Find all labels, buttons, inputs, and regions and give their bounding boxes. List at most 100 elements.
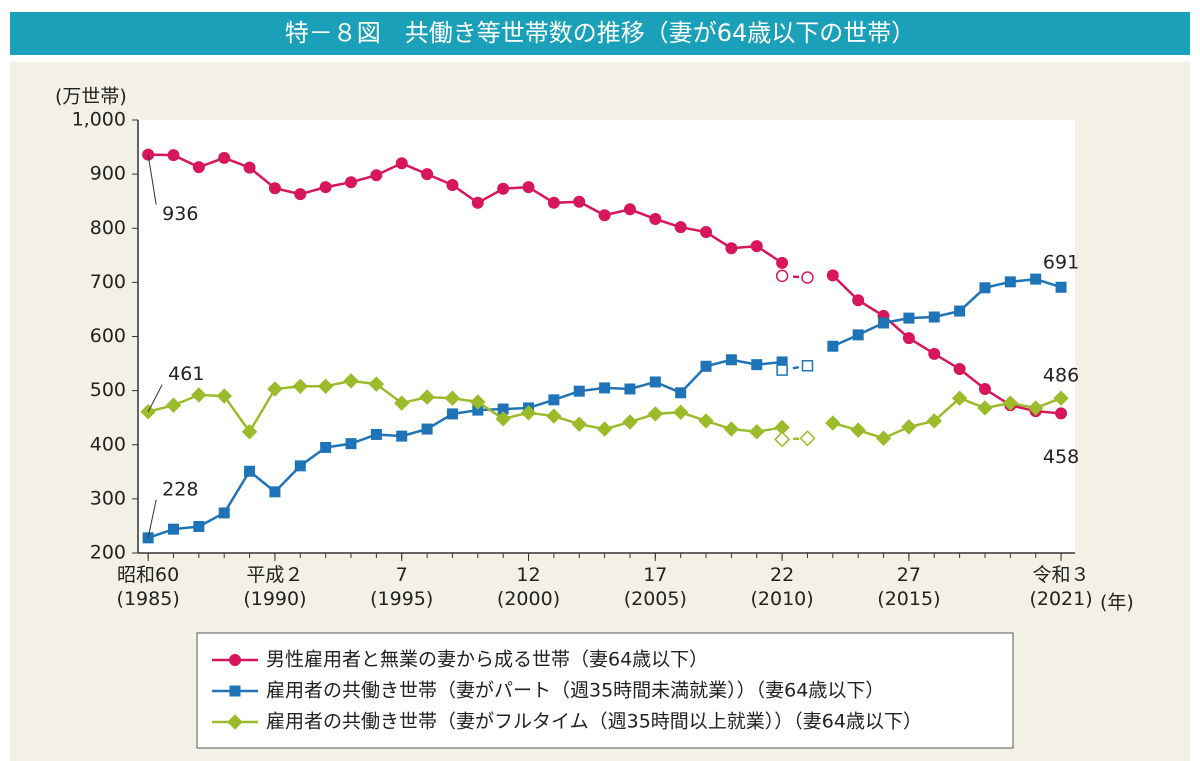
marker xyxy=(776,256,789,269)
marker xyxy=(446,408,458,420)
marker xyxy=(395,157,408,170)
marker xyxy=(928,311,940,323)
marker xyxy=(852,329,864,341)
marker xyxy=(852,294,865,307)
marker xyxy=(345,438,357,450)
marker xyxy=(799,430,816,447)
marker xyxy=(928,347,941,360)
legend-label: 男性雇用者と無業の妻から成る世帯（妻64歳以下） xyxy=(266,649,708,671)
y-tick-label: 900 xyxy=(90,163,126,185)
data-label: 458 xyxy=(1043,446,1079,468)
marker xyxy=(903,312,915,324)
marker xyxy=(218,151,231,164)
marker xyxy=(979,282,991,294)
marker xyxy=(723,421,740,437)
marker xyxy=(698,413,714,429)
marker xyxy=(599,382,611,394)
marker xyxy=(1055,281,1067,293)
marker xyxy=(951,390,968,406)
marker xyxy=(320,441,332,453)
marker xyxy=(1027,400,1044,416)
marker xyxy=(394,395,410,411)
marker xyxy=(953,362,966,375)
y-tick-label: 500 xyxy=(90,379,126,401)
marker xyxy=(294,188,307,201)
marker xyxy=(421,423,433,435)
marker xyxy=(978,383,991,396)
marker xyxy=(548,394,560,406)
chart-title: 特－８図 共働き等世帯数の推移（妻が64歳以下の世帯） xyxy=(285,19,916,47)
legend xyxy=(196,632,1014,749)
marker xyxy=(902,332,915,345)
leader-line xyxy=(147,154,157,205)
marker xyxy=(419,389,435,405)
marker xyxy=(801,359,814,372)
data-label: 936 xyxy=(162,203,198,225)
marker xyxy=(700,360,712,372)
x-tick-label: 7 (1995) xyxy=(370,564,434,610)
marker xyxy=(167,149,180,162)
marker xyxy=(1053,390,1069,406)
marker xyxy=(317,378,334,395)
marker xyxy=(370,169,383,182)
leader-line xyxy=(147,499,157,538)
y-tick-label: 400 xyxy=(90,433,126,455)
marker xyxy=(825,415,841,431)
marker xyxy=(471,196,484,209)
marker xyxy=(292,378,309,395)
x-tick-label: 令和３ (2021) xyxy=(1029,564,1093,610)
y-tick-label: 300 xyxy=(90,487,126,509)
marker xyxy=(775,269,789,283)
marker xyxy=(216,388,232,404)
marker xyxy=(725,354,737,366)
marker xyxy=(901,419,917,435)
marker xyxy=(1004,276,1016,288)
title-bar xyxy=(10,12,1190,55)
marker xyxy=(243,161,256,174)
x-axis-label: (年) xyxy=(1100,592,1134,614)
marker xyxy=(546,408,562,424)
y-axis-label: (万世帯) xyxy=(55,86,127,108)
marker xyxy=(497,182,510,195)
marker xyxy=(776,364,788,376)
marker xyxy=(674,221,687,234)
marker xyxy=(725,242,738,255)
marker xyxy=(649,376,661,388)
marker xyxy=(954,305,966,317)
marker xyxy=(826,269,839,282)
marker xyxy=(522,181,535,194)
x-tick-label: 平成２ (1990) xyxy=(243,564,307,610)
marker xyxy=(750,240,763,253)
marker xyxy=(470,394,486,410)
marker xyxy=(227,714,243,730)
marker xyxy=(446,178,459,191)
data-label: 461 xyxy=(168,363,204,385)
marker xyxy=(878,317,890,329)
marker xyxy=(596,421,613,437)
y-tick-label: 800 xyxy=(90,217,126,239)
x-tick-label: 17 (2005) xyxy=(623,564,687,610)
marker xyxy=(345,176,358,189)
marker xyxy=(573,385,585,397)
marker xyxy=(165,397,182,413)
data-label: 228 xyxy=(162,478,198,500)
marker xyxy=(396,430,408,442)
data-label: 691 xyxy=(1043,252,1079,274)
marker xyxy=(343,373,359,389)
marker xyxy=(495,411,511,427)
marker xyxy=(623,203,636,216)
marker xyxy=(269,486,281,498)
marker xyxy=(622,414,638,430)
marker xyxy=(421,168,434,181)
marker xyxy=(1055,407,1068,420)
marker xyxy=(244,465,256,477)
marker xyxy=(649,213,662,226)
marker xyxy=(168,523,180,535)
marker xyxy=(850,422,866,438)
data-label: 486 xyxy=(1043,365,1079,387)
marker xyxy=(368,376,385,392)
y-tick-label: 200 xyxy=(90,542,126,564)
marker xyxy=(444,390,461,406)
y-tick-label: 700 xyxy=(90,271,126,293)
